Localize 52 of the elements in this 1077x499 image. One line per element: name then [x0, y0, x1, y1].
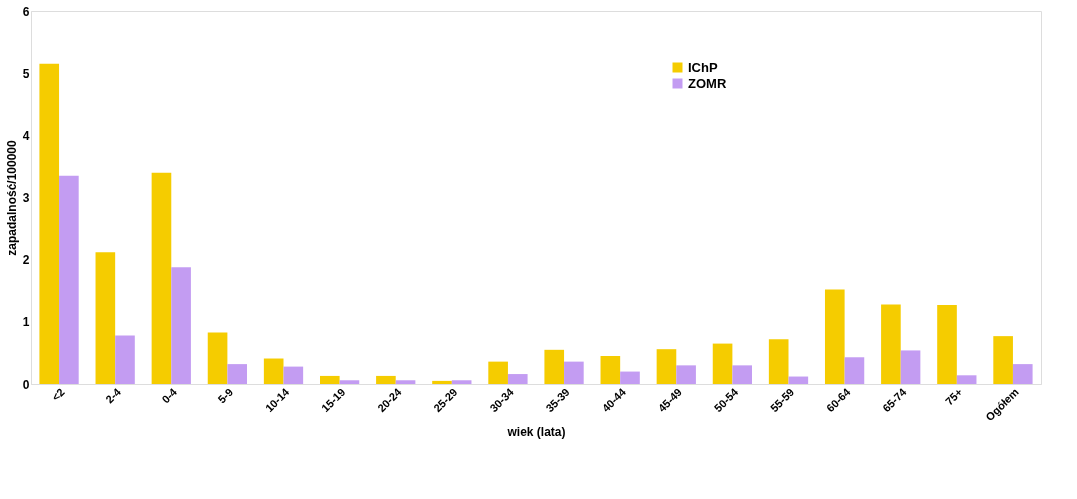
bar — [993, 336, 1013, 384]
y-tick-label: 4 — [22, 128, 30, 143]
bar — [432, 380, 452, 384]
x-tick-label: 5-9 — [215, 385, 236, 406]
x-tick-label: 75+ — [942, 385, 965, 408]
bar — [544, 349, 565, 384]
bar — [488, 361, 508, 384]
bar — [451, 380, 472, 384]
legend-label: IChP — [688, 59, 718, 75]
bar — [1012, 364, 1033, 384]
bar — [319, 375, 340, 384]
bar — [881, 304, 901, 384]
y-tick-label: 1 — [22, 315, 30, 330]
bar — [115, 335, 135, 384]
y-axis-title: zapadalność/100000 — [4, 139, 19, 256]
bar — [844, 357, 865, 384]
bar — [507, 374, 528, 384]
bar — [151, 172, 172, 384]
bar — [900, 350, 921, 384]
bar — [263, 358, 284, 384]
bar — [937, 305, 957, 384]
y-tick-label: 5 — [22, 66, 30, 81]
x-axis-title: wiek (lata) — [506, 425, 566, 440]
bar — [395, 380, 416, 384]
bar — [732, 365, 753, 384]
x-tick-label: <2 — [49, 385, 67, 404]
bar — [564, 361, 584, 384]
y-tick-label: 2 — [22, 253, 30, 268]
bar — [376, 375, 396, 384]
bar — [600, 356, 621, 384]
bar — [676, 365, 696, 384]
legend-label: ZOMR — [688, 75, 727, 91]
bar — [768, 339, 789, 384]
bar — [788, 376, 809, 384]
bar — [59, 175, 79, 384]
bar — [227, 364, 248, 384]
y-tick-label: 0 — [22, 377, 30, 392]
bar — [171, 267, 191, 384]
x-tick-label: 0-4 — [159, 385, 180, 406]
bar — [95, 252, 116, 384]
x-tick-label: 2-4 — [103, 385, 124, 406]
bar — [956, 375, 977, 384]
bar — [656, 349, 677, 384]
bar — [39, 63, 60, 384]
bar — [620, 371, 640, 384]
bar — [712, 343, 733, 384]
y-tick-label: 6 — [22, 4, 30, 19]
bar — [207, 332, 228, 384]
y-tick-label: 3 — [22, 191, 30, 205]
bar — [283, 366, 304, 384]
bar — [339, 380, 360, 384]
bar — [824, 289, 845, 384]
